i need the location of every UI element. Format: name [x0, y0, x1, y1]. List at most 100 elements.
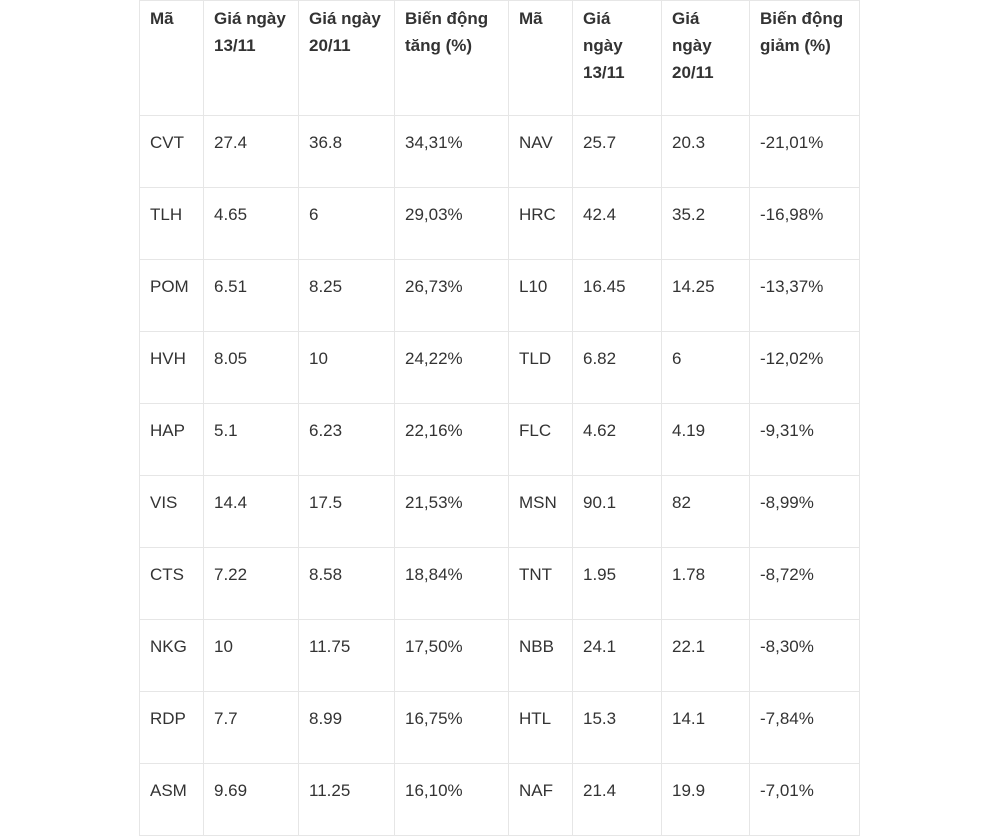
table-row: RDP 7.7 8.99 16,75% HTL 15.3 14.1 -7,84%: [139, 691, 860, 764]
cell-ticker-gainer: ASM: [139, 763, 204, 836]
stock-price-table: Mã Giá ngày 13/11 Giá ngày 20/11 Biến độ…: [139, 0, 860, 836]
table-row: POM 6.51 8.25 26,73% L10 16.45 14.25 -13,37%: [139, 259, 860, 332]
cell-price-end-loser: 4.19: [661, 403, 750, 476]
cell-ticker-gainer: POM: [139, 259, 204, 332]
cell-price-start-loser: 42.4: [572, 187, 662, 260]
cell-change-down: -21,01%: [749, 115, 860, 188]
cell-price-start-gainer: 5.1: [203, 403, 299, 476]
cell-price-start-loser: 15.3: [572, 691, 662, 764]
cell-price-start-loser: 4.62: [572, 403, 662, 476]
table-row: ASM 9.69 11.25 16,10% NAF 21.4 19.9 -7,01%: [139, 763, 860, 836]
cell-price-start-loser: 1.95: [572, 547, 662, 620]
cell-price-end-loser: 20.3: [661, 115, 750, 188]
cell-change-up: 17,50%: [394, 619, 509, 692]
cell-ticker-loser: NAF: [508, 763, 573, 836]
table-header: Mã Giá ngày 13/11 Giá ngày 20/11 Biến độ…: [139, 0, 860, 116]
header-row: Mã Giá ngày 13/11 Giá ngày 20/11 Biến độ…: [139, 0, 860, 116]
cell-price-start-loser: 6.82: [572, 331, 662, 404]
header-price-end-losers: Giá ngày 20/11: [661, 0, 750, 116]
cell-change-down: -16,98%: [749, 187, 860, 260]
cell-ticker-loser: TLD: [508, 331, 573, 404]
cell-ticker-loser: FLC: [508, 403, 573, 476]
cell-change-down: -8,30%: [749, 619, 860, 692]
cell-price-end-loser: 6: [661, 331, 750, 404]
cell-ticker-loser: L10: [508, 259, 573, 332]
cell-ticker-gainer: HVH: [139, 331, 204, 404]
cell-price-end-loser: 19.9: [661, 763, 750, 836]
cell-change-down: -7,84%: [749, 691, 860, 764]
stock-price-table-container: Mã Giá ngày 13/11 Giá ngày 20/11 Biến độ…: [139, 0, 860, 836]
cell-ticker-gainer: HAP: [139, 403, 204, 476]
header-change-up: Biến động tăng (%): [394, 0, 509, 116]
cell-change-up: 26,73%: [394, 259, 509, 332]
header-change-down: Biến động giảm (%): [749, 0, 860, 116]
cell-ticker-gainer: TLH: [139, 187, 204, 260]
cell-change-down: -8,99%: [749, 475, 860, 548]
cell-price-end-loser: 14.25: [661, 259, 750, 332]
cell-change-down: -12,02%: [749, 331, 860, 404]
cell-price-end-gainer: 11.75: [298, 619, 395, 692]
cell-ticker-loser: MSN: [508, 475, 573, 548]
cell-price-end-loser: 1.78: [661, 547, 750, 620]
cell-change-up: 18,84%: [394, 547, 509, 620]
cell-change-up: 21,53%: [394, 475, 509, 548]
cell-ticker-gainer: CTS: [139, 547, 204, 620]
cell-ticker-gainer: RDP: [139, 691, 204, 764]
cell-price-start-gainer: 14.4: [203, 475, 299, 548]
cell-ticker-loser: NAV: [508, 115, 573, 188]
cell-price-start-gainer: 7.22: [203, 547, 299, 620]
cell-ticker-gainer: CVT: [139, 115, 204, 188]
cell-price-end-loser: 22.1: [661, 619, 750, 692]
cell-change-up: 16,75%: [394, 691, 509, 764]
header-ticker-losers: Mã: [508, 0, 573, 116]
cell-price-end-gainer: 10: [298, 331, 395, 404]
cell-ticker-gainer: NKG: [139, 619, 204, 692]
cell-price-start-gainer: 9.69: [203, 763, 299, 836]
table-row: CVT 27.4 36.8 34,31% NAV 25.7 20.3 -21,01%: [139, 115, 860, 188]
cell-change-up: 29,03%: [394, 187, 509, 260]
cell-price-end-gainer: 17.5: [298, 475, 395, 548]
cell-change-up: 24,22%: [394, 331, 509, 404]
cell-price-start-gainer: 8.05: [203, 331, 299, 404]
table-row: HAP 5.1 6.23 22,16% FLC 4.62 4.19 -9,31%: [139, 403, 860, 476]
cell-price-start-gainer: 27.4: [203, 115, 299, 188]
cell-price-start-loser: 90.1: [572, 475, 662, 548]
cell-price-end-gainer: 8.99: [298, 691, 395, 764]
header-price-start-gainers: Giá ngày 13/11: [203, 0, 299, 116]
cell-ticker-gainer: VIS: [139, 475, 204, 548]
cell-change-up: 34,31%: [394, 115, 509, 188]
cell-ticker-loser: HRC: [508, 187, 573, 260]
cell-change-up: 16,10%: [394, 763, 509, 836]
table-body: CVT 27.4 36.8 34,31% NAV 25.7 20.3 -21,01% TLH 4.…: [139, 115, 860, 836]
cell-price-end-gainer: 8.25: [298, 259, 395, 332]
cell-price-end-gainer: 11.25: [298, 763, 395, 836]
cell-price-start-loser: 25.7: [572, 115, 662, 188]
cell-price-end-gainer: 6: [298, 187, 395, 260]
cell-price-start-gainer: 6.51: [203, 259, 299, 332]
cell-change-up: 22,16%: [394, 403, 509, 476]
cell-price-end-loser: 14.1: [661, 691, 750, 764]
cell-price-start-loser: 16.45: [572, 259, 662, 332]
cell-price-end-gainer: 6.23: [298, 403, 395, 476]
cell-price-start-loser: 21.4: [572, 763, 662, 836]
header-price-end-gainers: Giá ngày 20/11: [298, 0, 395, 116]
table-row: HVH 8.05 10 24,22% TLD 6.82 6 -12,02%: [139, 331, 860, 404]
table-row: TLH 4.65 6 29,03% HRC 42.4 35.2 -16,98%: [139, 187, 860, 260]
cell-price-end-loser: 82: [661, 475, 750, 548]
cell-change-down: -7,01%: [749, 763, 860, 836]
cell-ticker-loser: TNT: [508, 547, 573, 620]
cell-price-start-gainer: 10: [203, 619, 299, 692]
table-row: VIS 14.4 17.5 21,53% MSN 90.1 82 -8,99%: [139, 475, 860, 548]
cell-price-start-gainer: 7.7: [203, 691, 299, 764]
header-ticker-gainers: Mã: [139, 0, 204, 116]
cell-price-start-loser: 24.1: [572, 619, 662, 692]
cell-change-down: -9,31%: [749, 403, 860, 476]
cell-ticker-loser: HTL: [508, 691, 573, 764]
table-row: CTS 7.22 8.58 18,84% TNT 1.95 1.78 -8,72%: [139, 547, 860, 620]
cell-price-end-loser: 35.2: [661, 187, 750, 260]
table-row: NKG 10 11.75 17,50% NBB 24.1 22.1 -8,30%: [139, 619, 860, 692]
cell-change-down: -8,72%: [749, 547, 860, 620]
cell-ticker-loser: NBB: [508, 619, 573, 692]
header-price-start-losers: Giá ngày 13/11: [572, 0, 662, 116]
cell-price-end-gainer: 8.58: [298, 547, 395, 620]
